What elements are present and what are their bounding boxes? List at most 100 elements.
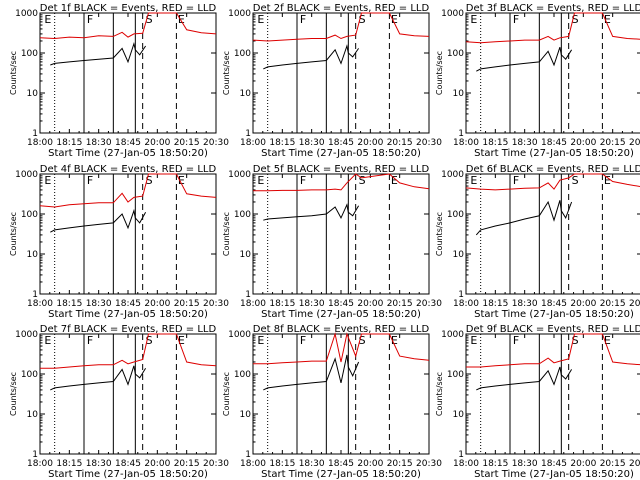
x-tick-label: 20:00 <box>570 299 596 309</box>
y-tick-label: 10 <box>27 89 39 99</box>
x-tick-label: 18:15 <box>269 299 295 309</box>
y-tick-label: 1 <box>32 129 38 139</box>
x-tick-label: 20:00 <box>144 459 170 469</box>
x-tick-label: 18:30 <box>86 459 112 469</box>
events-series-line <box>263 203 360 221</box>
plot-frame <box>465 333 640 455</box>
x-tick-label: 18:45 <box>328 299 354 309</box>
lld-series-line <box>39 173 217 208</box>
x-tick-label: 20:00 <box>144 138 170 148</box>
y-tick-label: 1 <box>458 290 464 300</box>
y-tick-label: 10 <box>240 410 252 420</box>
x-tick-label: 18:15 <box>482 138 508 148</box>
event-marker-label: E <box>44 13 51 26</box>
events-series-line <box>476 366 573 391</box>
event-marker-label: E <box>470 13 477 26</box>
plot-title: Det 5f BLACK = Events, RED = LLD <box>253 164 430 175</box>
events-series-line <box>263 44 360 70</box>
events-series-line <box>476 47 573 72</box>
y-tick-label: 100 <box>447 370 464 380</box>
y-tick-label: 1 <box>458 450 464 460</box>
x-tick-label: 18:00 <box>27 138 53 148</box>
x-tick-label: 18:30 <box>512 299 538 309</box>
x-tick-label: 20:15 <box>387 138 413 148</box>
y-tick-label: 100 <box>21 370 38 380</box>
x-axis-label: Start Time (27-Jan-05 18:50:20) <box>474 148 634 159</box>
x-tick-label: 20:30 <box>629 299 640 309</box>
event-marker-label: F <box>300 334 306 347</box>
y-tick-label: 100 <box>447 210 464 220</box>
x-tick-label: 20:00 <box>357 138 383 148</box>
y-tick-label: 1 <box>245 450 251 460</box>
event-marker-label: F <box>513 334 519 347</box>
x-axis-label: Start Time (27-Jan-05 18:50:20) <box>474 309 634 320</box>
x-tick-label: 20:30 <box>416 299 442 309</box>
x-tick-label: 20:30 <box>629 459 640 469</box>
plot-frame <box>465 12 640 134</box>
event-marker-label: E <box>604 13 611 26</box>
plot-title: Det 8f BLACK = Events, RED = LLD <box>253 324 430 335</box>
lld-series-line <box>466 333 640 368</box>
event-marker-label: F <box>87 334 93 347</box>
x-tick-label: 20:00 <box>570 459 596 469</box>
event-marker-label: E <box>178 13 185 26</box>
plot-frame <box>39 333 217 455</box>
plot-title: Det 2f BLACK = Events, RED = LLD <box>253 3 430 14</box>
x-tick-label: 18:00 <box>27 459 53 469</box>
y-axis-label: Counts/sec <box>9 51 18 95</box>
y-tick-label: 100 <box>21 49 38 59</box>
event-marker-label: F <box>300 13 306 26</box>
x-tick-label: 20:30 <box>629 138 640 148</box>
y-tick-label: 1 <box>245 129 251 139</box>
event-marker-label: S <box>146 174 153 187</box>
plot-frame <box>39 12 217 134</box>
lld-series-line <box>253 332 430 365</box>
x-tick-label: 18:00 <box>240 459 266 469</box>
event-marker-label: S <box>572 174 579 187</box>
event-marker-label: S <box>572 13 579 26</box>
x-tick-label: 20:15 <box>387 459 413 469</box>
x-axis-label: Start Time (27-Jan-05 18:50:20) <box>48 309 208 320</box>
x-tick-label: 20:00 <box>357 299 383 309</box>
event-marker-label: E <box>470 334 477 347</box>
x-tick-label: 20:15 <box>174 138 200 148</box>
event-marker-label: F <box>513 13 519 26</box>
y-axis-label: Counts/sec <box>9 372 18 416</box>
event-marker-label: F <box>300 174 306 187</box>
events-series-line <box>475 200 573 236</box>
x-tick-label: 18:30 <box>299 299 325 309</box>
plot-frame <box>39 173 217 295</box>
y-axis-label: Counts/sec <box>435 372 444 416</box>
events-series-line <box>263 354 360 391</box>
event-marker-label: S <box>359 334 366 347</box>
y-tick-label: 1 <box>245 290 251 300</box>
event-marker-label: S <box>146 334 153 347</box>
x-tick-label: 20:30 <box>203 459 229 469</box>
plot-frame <box>252 12 430 134</box>
y-tick-label: 10 <box>27 410 39 420</box>
y-axis-label: Counts/sec <box>222 212 231 256</box>
lld-series-line <box>252 12 430 42</box>
x-tick-label: 18:00 <box>240 138 266 148</box>
events-series-line <box>50 208 147 233</box>
event-marker-label: F <box>87 13 93 26</box>
event-marker-label: E <box>470 174 477 187</box>
x-tick-label: 18:00 <box>453 299 479 309</box>
y-tick-label: 1000 <box>15 170 38 180</box>
x-tick-label: 18:45 <box>541 459 567 469</box>
x-tick-label: 18:30 <box>512 138 538 148</box>
y-tick-label: 10 <box>453 89 465 99</box>
x-tick-label: 18:45 <box>328 138 354 148</box>
x-axis-label: Start Time (27-Jan-05 18:50:20) <box>48 148 208 159</box>
lld-series-line <box>465 173 640 191</box>
y-tick-label: 1 <box>32 450 38 460</box>
y-axis-label: Counts/sec <box>222 372 231 416</box>
plot-frame <box>252 333 430 455</box>
x-tick-label: 20:30 <box>416 138 442 148</box>
x-tick-label: 18:15 <box>56 299 82 309</box>
plot-title: Det 9f BLACK = Events, RED = LLD <box>466 324 640 335</box>
y-tick-label: 1 <box>458 129 464 139</box>
x-tick-label: 18:45 <box>115 299 141 309</box>
x-axis-label: Start Time (27-Jan-05 18:50:20) <box>261 309 421 320</box>
